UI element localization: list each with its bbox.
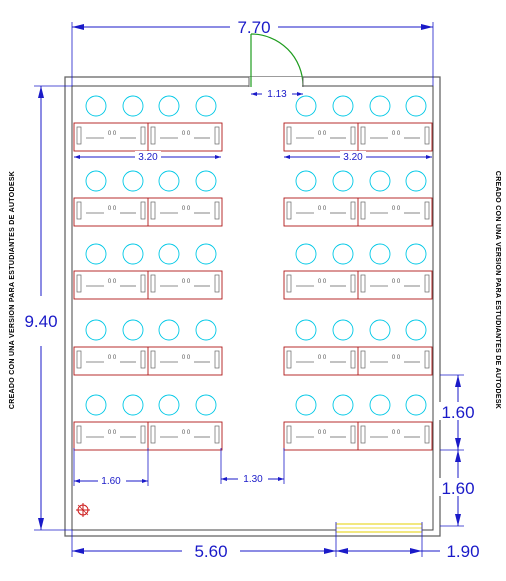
chair: [85, 170, 107, 192]
room-walls: [64, 76, 441, 537]
desk-label: 0 0: [318, 355, 327, 361]
window: [335, 523, 423, 533]
desk-label: 0 0: [318, 131, 327, 137]
dimension-desk-pair-right: 3.20: [284, 151, 432, 163]
desk-label: 0 0: [182, 206, 191, 212]
chair: [295, 319, 317, 341]
desk-label: 0 0: [108, 355, 117, 361]
dim-desk-pair-left-label: 3.20: [138, 152, 158, 163]
dimension-row-spacing: 1.60 1.60: [436, 374, 480, 527]
watermark-right: CREADO CON UNA VERSION PARA ESTUDIANTES …: [494, 171, 501, 409]
desk-group: 0 0 0 0: [73, 170, 223, 227]
dim-total-height-label: 9.40: [24, 312, 57, 331]
desk-label: 0 0: [182, 279, 191, 285]
chair: [369, 394, 391, 416]
chair: [122, 170, 144, 192]
chair: [405, 394, 427, 416]
desk-label: 0 0: [392, 206, 401, 212]
chair: [332, 170, 354, 192]
chair: [122, 95, 144, 117]
dimension-desk-pair-left: 3.20: [74, 151, 221, 163]
dimension-desk-width: 1.60: [73, 448, 149, 487]
chair: [332, 319, 354, 341]
desk-group: 0 0 0 0: [73, 394, 223, 451]
chair: [369, 243, 391, 265]
chair: [405, 243, 427, 265]
desk-label: 0 0: [318, 430, 327, 436]
desk-label: 0 0: [108, 279, 117, 285]
desk-group: 0 0 0 0: [73, 243, 223, 300]
chair: [332, 394, 354, 416]
dim-bottom-right-label: 1.90: [446, 542, 479, 561]
desk-group: 0 0 0 0: [283, 95, 433, 152]
chair: [85, 394, 107, 416]
chair: [195, 319, 217, 341]
chair: [158, 319, 180, 341]
desk-label: 0 0: [108, 206, 117, 212]
dimension-aisle: 1.30: [220, 448, 285, 485]
chair: [332, 95, 354, 117]
door: [248, 33, 304, 87]
chair: [295, 95, 317, 117]
desk-label: 0 0: [318, 279, 327, 285]
desk-label: 0 0: [392, 355, 401, 361]
origin-marker-icon: [76, 503, 90, 517]
chair: [158, 243, 180, 265]
chair: [295, 170, 317, 192]
chair: [158, 95, 180, 117]
chair: [195, 95, 217, 117]
chair: [122, 394, 144, 416]
desk-label: 0 0: [392, 430, 401, 436]
desk-label: 0 0: [108, 430, 117, 436]
dim-desk-width-label: 1.60: [101, 476, 121, 487]
desk-group: 0 0 0 0: [283, 394, 433, 451]
desk-label: 0 0: [392, 131, 401, 137]
chair: [85, 319, 107, 341]
chair: [195, 243, 217, 265]
dimension-bottom: 5.60 1.90: [71, 522, 480, 561]
chair: [85, 243, 107, 265]
chair: [158, 170, 180, 192]
dim-aisle-label: 1.30: [243, 474, 263, 485]
chair: [369, 319, 391, 341]
dim-total-width-label: 7.70: [237, 18, 270, 37]
chair: [295, 243, 317, 265]
chair: [332, 243, 354, 265]
chair: [158, 394, 180, 416]
chair: [405, 95, 427, 117]
chair: [195, 394, 217, 416]
desk-label: 0 0: [182, 355, 191, 361]
chair: [405, 170, 427, 192]
watermark-left: CREADO CON UNA VERSION PARA ESTUDIANTES …: [9, 171, 16, 409]
dimension-total-height: 9.40: [24, 85, 72, 531]
desk-label: 0 0: [392, 279, 401, 285]
desk-group: 0 0 0 0: [283, 319, 433, 376]
chair: [295, 394, 317, 416]
desk-group: 0 0 0 0: [73, 95, 223, 152]
chair: [85, 95, 107, 117]
dimension-total-width: 7.70: [71, 18, 434, 86]
chair: [405, 319, 427, 341]
chair: [122, 319, 144, 341]
chair: [195, 170, 217, 192]
dimension-door: 1.13: [251, 88, 303, 100]
dim-row-spacing-1-label: 1.60: [441, 403, 474, 422]
desk-group: 0 0 0 0: [283, 243, 433, 300]
desk-label: 0 0: [182, 430, 191, 436]
desk-group: 0 0 0 0: [73, 319, 223, 376]
dim-door-label: 1.13: [267, 89, 287, 100]
desk-group: 0 0 0 0: [283, 170, 433, 227]
chair: [369, 170, 391, 192]
dim-row-spacing-2-label: 1.60: [441, 479, 474, 498]
chair: [369, 95, 391, 117]
desk-label: 0 0: [318, 206, 327, 212]
dim-bottom-left-label: 5.60: [194, 542, 227, 561]
chair: [122, 243, 144, 265]
dim-desk-pair-right-label: 3.20: [343, 152, 363, 163]
desk-label: 0 0: [108, 131, 117, 137]
desk-label: 0 0: [182, 131, 191, 137]
